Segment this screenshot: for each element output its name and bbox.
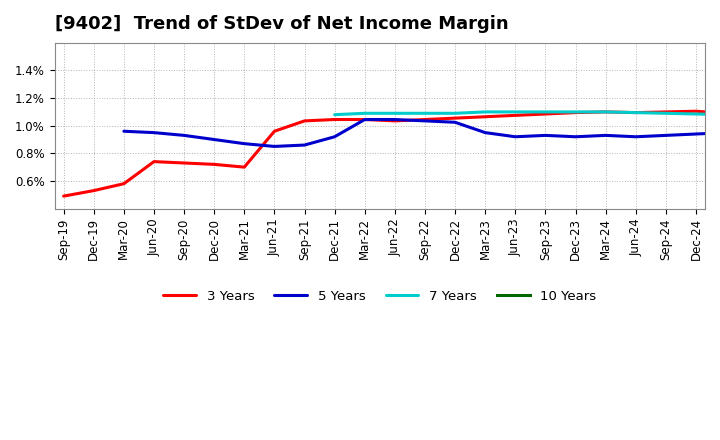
5 Years [481,130,490,135]
3 Years [511,113,520,118]
5 Years [451,120,459,125]
3 Years [571,110,580,115]
5 Years [240,141,248,147]
3 Years [89,188,98,193]
3 Years [390,118,399,124]
3 Years [631,110,640,115]
Line: 3 Years: 3 Years [63,111,720,196]
5 Years [601,133,610,138]
5 Years [631,134,640,139]
3 Years [240,165,248,170]
3 Years [210,162,218,167]
7 Years [601,109,610,114]
Line: 7 Years: 7 Years [335,112,720,123]
Legend: 3 Years, 5 Years, 7 Years, 10 Years: 3 Years, 5 Years, 7 Years, 10 Years [158,285,601,308]
3 Years [59,194,68,199]
7 Years [481,109,490,114]
3 Years [361,117,369,122]
3 Years [180,160,189,165]
7 Years [631,110,640,115]
3 Years [451,115,459,121]
5 Years [571,134,580,139]
7 Years [541,109,550,114]
7 Years [390,110,399,116]
3 Years [662,109,670,114]
7 Years [330,112,339,117]
3 Years [692,109,701,114]
7 Years [420,110,429,116]
7 Years [511,109,520,114]
5 Years [511,134,520,139]
5 Years [541,133,550,138]
3 Years [481,114,490,119]
5 Years [420,118,429,124]
7 Years [662,110,670,116]
7 Years [451,110,459,116]
5 Years [361,117,369,122]
5 Years [150,130,158,135]
3 Years [300,118,309,124]
5 Years [692,132,701,137]
3 Years [150,159,158,164]
3 Years [541,111,550,117]
7 Years [571,109,580,114]
5 Years [210,137,218,142]
7 Years [361,110,369,116]
5 Years [270,144,279,149]
5 Years [390,117,399,122]
7 Years [692,111,701,117]
3 Years [270,128,279,134]
5 Years [180,133,189,138]
3 Years [601,109,610,114]
Text: [9402]  Trend of StDev of Net Income Margin: [9402] Trend of StDev of Net Income Marg… [55,15,508,33]
3 Years [420,117,429,122]
3 Years [330,117,339,122]
5 Years [300,143,309,148]
5 Years [120,128,128,134]
3 Years [120,181,128,187]
5 Years [330,134,339,139]
Line: 5 Years: 5 Years [124,120,720,147]
5 Years [662,133,670,138]
